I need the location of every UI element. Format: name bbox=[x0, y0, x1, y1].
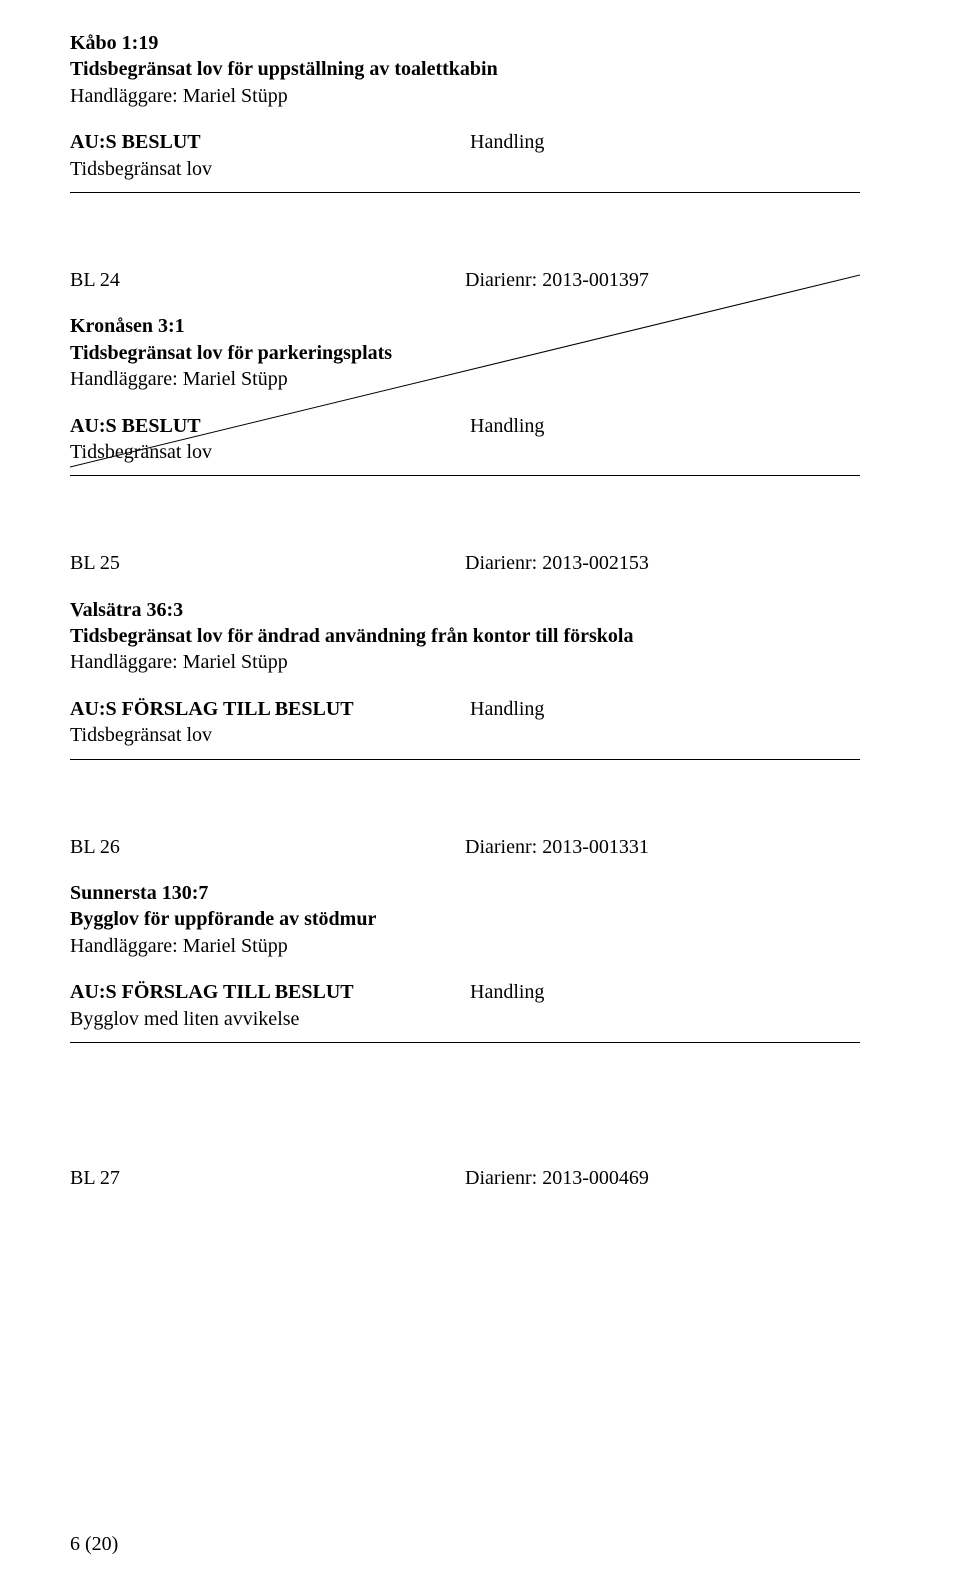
entry-block: BL 26 Diarienr: 2013-001331 Sunnersta 13… bbox=[70, 834, 860, 1043]
handler-line: Handläggare: Mariel Stüpp bbox=[70, 933, 860, 959]
au-label: AU:S FÖRSLAG TILL BESLUT bbox=[70, 696, 470, 722]
spacer bbox=[70, 488, 860, 550]
subject-line: Tidsbegränsat lov för uppställning av to… bbox=[70, 56, 860, 82]
spacer bbox=[70, 109, 860, 129]
page-footer: 6 (20) bbox=[70, 1533, 118, 1556]
spacer bbox=[70, 959, 860, 979]
au-row: AU:S FÖRSLAG TILL BESLUT Handling bbox=[70, 979, 860, 1005]
bl-row: BL 27 Diarienr: 2013-000469 bbox=[70, 1165, 860, 1191]
au-decision: Tidsbegränsat lov bbox=[70, 722, 860, 748]
divider bbox=[70, 192, 860, 193]
divider bbox=[70, 759, 860, 760]
divider bbox=[70, 1042, 860, 1043]
spacer bbox=[70, 393, 860, 413]
au-label: AU:S BESLUT bbox=[70, 413, 470, 439]
entry-block-struck: BL 24 Diarienr: 2013-001397 Kronåsen 3:1… bbox=[70, 267, 860, 476]
au-row: AU:S BESLUT Handling bbox=[70, 129, 860, 155]
au-row: AU:S BESLUT Handling bbox=[70, 413, 860, 439]
spacer bbox=[70, 577, 860, 597]
diarienr: Diarienr: 2013-002153 bbox=[465, 550, 860, 576]
spacer bbox=[70, 676, 860, 696]
spacer bbox=[70, 1055, 860, 1117]
spacer bbox=[70, 205, 860, 267]
bl-row: BL 25 Diarienr: 2013-002153 bbox=[70, 550, 860, 576]
bl-row: BL 24 Diarienr: 2013-001397 bbox=[70, 267, 860, 293]
au-handling: Handling bbox=[470, 413, 860, 439]
handler-line: Handläggare: Mariel Stüpp bbox=[70, 366, 860, 392]
au-decision: Tidsbegränsat lov bbox=[70, 156, 860, 182]
au-handling: Handling bbox=[470, 129, 860, 155]
property-line: Valsätra 36:3 bbox=[70, 597, 860, 623]
spacer bbox=[70, 772, 860, 834]
au-decision: Tidsbegränsat lov bbox=[70, 439, 860, 465]
au-label: AU:S FÖRSLAG TILL BESLUT bbox=[70, 979, 470, 1005]
au-row: AU:S FÖRSLAG TILL BESLUT Handling bbox=[70, 696, 860, 722]
bl-number: BL 26 bbox=[70, 834, 465, 860]
handler-line: Handläggare: Mariel Stüpp bbox=[70, 83, 860, 109]
bl-row: BL 26 Diarienr: 2013-001331 bbox=[70, 834, 860, 860]
au-handling: Handling bbox=[470, 979, 860, 1005]
au-handling: Handling bbox=[470, 696, 860, 722]
bl-number: BL 27 bbox=[70, 1165, 465, 1191]
page: Kåbo 1:19 Tidsbegränsat lov för uppställ… bbox=[0, 0, 960, 1580]
subject-line: Tidsbegränsat lov för ändrad användning … bbox=[70, 623, 860, 649]
au-decision: Bygglov med liten avvikelse bbox=[70, 1006, 860, 1032]
entry-block: BL 27 Diarienr: 2013-000469 bbox=[70, 1165, 860, 1191]
subject-line: Tidsbegränsat lov för parkeringsplats bbox=[70, 340, 860, 366]
spacer bbox=[70, 1117, 860, 1165]
bl-number: BL 24 bbox=[70, 267, 465, 293]
au-label: AU:S BESLUT bbox=[70, 129, 470, 155]
subject-line: Bygglov för uppförande av stödmur bbox=[70, 906, 860, 932]
property-line: Sunnersta 130:7 bbox=[70, 880, 860, 906]
entry-block: Kåbo 1:19 Tidsbegränsat lov för uppställ… bbox=[70, 30, 860, 193]
diarienr: Diarienr: 2013-000469 bbox=[465, 1165, 860, 1191]
spacer bbox=[70, 860, 860, 880]
spacer bbox=[70, 293, 860, 313]
property-line: Kronåsen 3:1 bbox=[70, 313, 860, 339]
diarienr: Diarienr: 2013-001331 bbox=[465, 834, 860, 860]
diarienr: Diarienr: 2013-001397 bbox=[465, 267, 860, 293]
entry-block: BL 25 Diarienr: 2013-002153 Valsätra 36:… bbox=[70, 550, 860, 759]
bl-number: BL 25 bbox=[70, 550, 465, 576]
handler-line: Handläggare: Mariel Stüpp bbox=[70, 649, 860, 675]
property-line: Kåbo 1:19 bbox=[70, 30, 860, 56]
divider bbox=[70, 475, 860, 476]
